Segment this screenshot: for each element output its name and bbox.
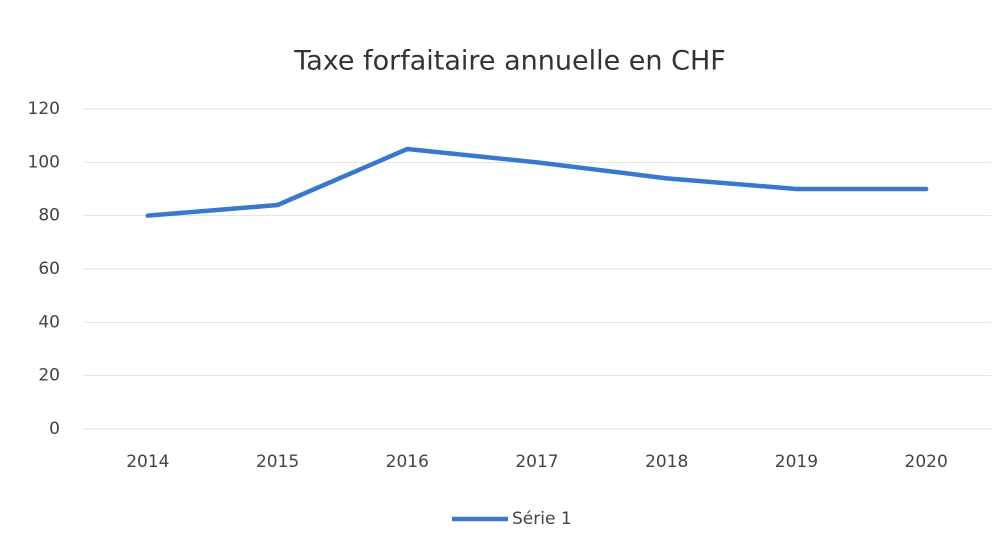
y-tick-label: 120: [28, 99, 60, 119]
x-tick-label: 2016: [386, 452, 429, 472]
x-tick-label: 2014: [126, 452, 169, 472]
y-tick-label: 40: [38, 312, 60, 332]
y-tick-label: 60: [38, 259, 60, 279]
x-tick-label: 2019: [775, 452, 818, 472]
chart-title: Taxe forfaitaire annuelle en CHF: [293, 46, 726, 77]
y-tick-label: 80: [38, 206, 60, 226]
y-tick-label: 0: [49, 419, 60, 439]
y-tick-label: 100: [28, 152, 60, 172]
x-tick-label: 2015: [256, 452, 299, 472]
line: [145, 146, 929, 218]
x-tick-label: 2020: [905, 452, 948, 472]
x-tick-label: 2017: [515, 452, 558, 472]
x-tick-label: 2018: [645, 452, 688, 472]
legend-label: Série 1: [512, 509, 572, 529]
y-tick-label: 20: [38, 366, 60, 386]
